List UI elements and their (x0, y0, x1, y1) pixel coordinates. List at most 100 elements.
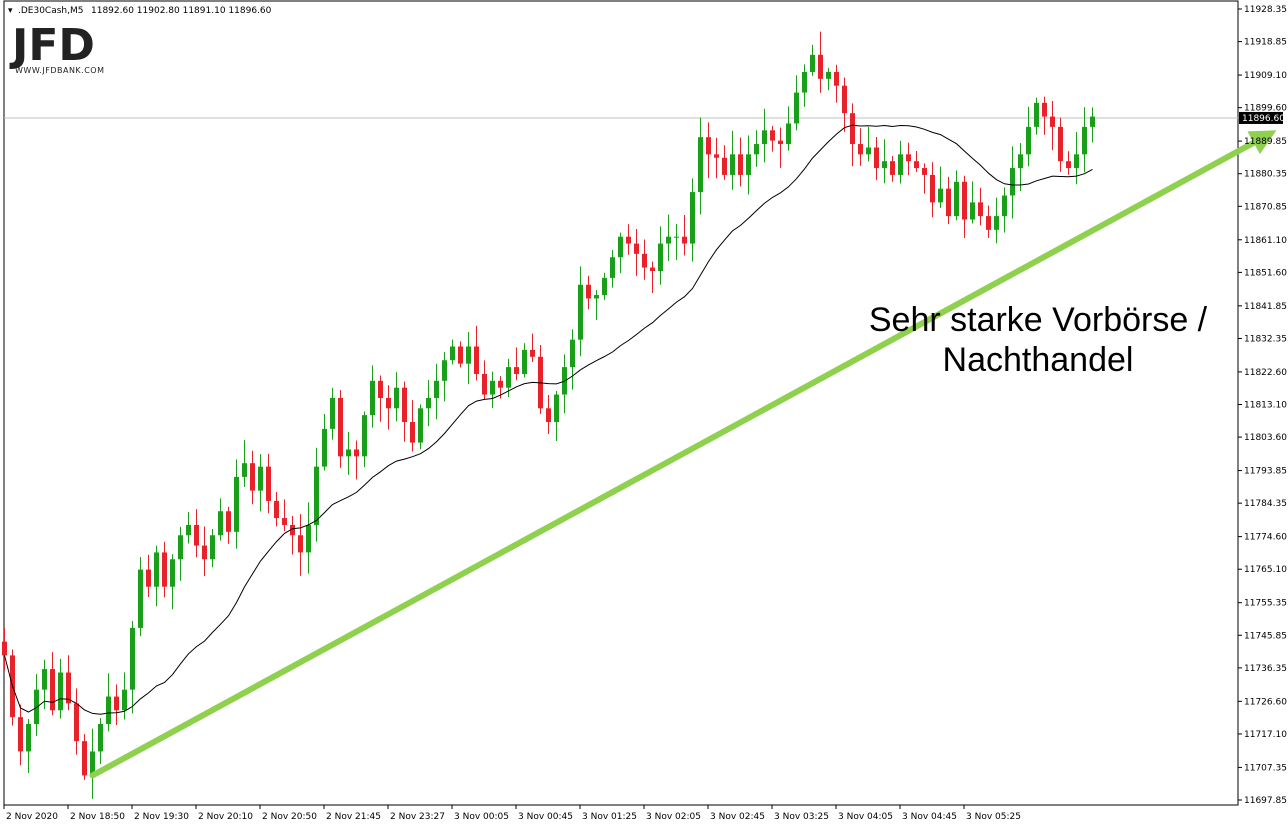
svg-text:11896.60: 11896.60 (1242, 114, 1285, 124)
trend-arrow-shaft (89, 139, 1257, 779)
candle-body (866, 147, 871, 155)
candle-body (354, 449, 359, 457)
candle-body (202, 545, 207, 560)
x-tick-label: 3 Nov 01:25 (582, 812, 637, 822)
candle-body (858, 144, 863, 155)
candle-body (1002, 195, 1007, 217)
candle-body (106, 696, 111, 724)
candle-body (594, 295, 599, 299)
candle-body (706, 137, 711, 155)
y-tick-label: 11784.35 (1244, 499, 1287, 509)
y-tick-label: 11851.60 (1244, 268, 1287, 278)
candle-body (930, 174, 935, 203)
candle-body (314, 466, 319, 525)
candle-body (642, 253, 647, 268)
candle-body (826, 71, 831, 79)
candle-body (890, 161, 895, 175)
candle-body (658, 243, 663, 272)
y-tick-label: 11918.85 (1244, 38, 1287, 48)
moving-average-line (4, 124, 1093, 715)
plot-area (3, 0, 1239, 806)
candles (2, 31, 1095, 799)
header-menu-icon[interactable]: ▾ (8, 6, 13, 16)
candle-body (1074, 154, 1079, 169)
candle-body (554, 394, 559, 423)
candle-body (506, 367, 511, 388)
y-tick-label: 11717.10 (1244, 730, 1287, 740)
x-tick-label: 2 Nov 2020 (6, 812, 58, 822)
candle-body (898, 154, 903, 175)
candle-body (218, 511, 223, 536)
y-tick-label: 11899.60 (1244, 104, 1287, 114)
candle-body (90, 751, 95, 776)
candle-body (618, 236, 623, 258)
y-tick-label: 11870.85 (1244, 202, 1287, 212)
y-tick-label: 11726.60 (1244, 697, 1287, 707)
candle-body (650, 267, 655, 272)
x-tick-label: 3 Nov 02:45 (710, 812, 765, 822)
y-tick-label: 11880.35 (1244, 170, 1287, 180)
candle-body (338, 397, 343, 457)
candle-body (546, 408, 551, 423)
y-tick-label: 11736.35 (1244, 664, 1287, 674)
candle-body (330, 397, 335, 429)
x-tick-label: 3 Nov 00:05 (454, 812, 509, 822)
candle-body (514, 367, 519, 374)
candle-body (818, 54, 823, 79)
candle-body (1090, 116, 1095, 127)
x-tick-label: 2 Nov 18:50 (70, 812, 125, 822)
candle-body (154, 552, 159, 587)
candle-body (234, 476, 239, 532)
header-symbol: .DE30Cash,M5 (18, 6, 83, 16)
candle-body (570, 339, 575, 368)
candle-body (402, 387, 407, 423)
candle-body (522, 349, 527, 374)
candle-body (442, 360, 447, 381)
candle-body (50, 669, 55, 711)
candle-body (954, 181, 959, 217)
candle-body (1050, 116, 1055, 127)
x-tick-label: 2 Nov 19:30 (134, 812, 189, 822)
candle-body (194, 524, 199, 546)
candle-body (586, 284, 591, 299)
candle-body (370, 380, 375, 416)
candle-body (2, 641, 7, 656)
candle-body (530, 349, 535, 357)
candle-body (666, 236, 671, 244)
x-tick-label: 2 Nov 20:50 (262, 812, 317, 822)
candle-body (322, 428, 327, 467)
svg-text:JFD: JFD (9, 20, 95, 71)
candle-body (122, 689, 127, 711)
candle-body (1066, 161, 1071, 169)
candle-body (1058, 126, 1063, 162)
candle-body (474, 346, 479, 374)
candle-body (274, 500, 279, 519)
candle-body (490, 380, 495, 395)
candle-body (138, 569, 143, 628)
candle-body (378, 380, 383, 398)
x-axis: 2 Nov 2020 2 Nov 18:50 2 Nov 19:30 2 Nov 20… (3, 805, 1021, 822)
candle-body (466, 346, 471, 364)
header-ohlc: 11892.60 11902.80 11891.10 11896.60 (91, 6, 272, 16)
y-axis: 11928.35 11918.85 11909.10 11899.60 11889.85… (1238, 5, 1287, 806)
y-tick-label: 11765.10 (1244, 565, 1287, 575)
candle-body (98, 723, 103, 752)
candle-body (410, 422, 415, 443)
candle-body (266, 466, 271, 501)
candle-body (210, 535, 215, 560)
candle-body (1042, 102, 1047, 117)
candle-body (74, 703, 79, 742)
candle-body (450, 346, 455, 361)
candle-body (250, 463, 255, 491)
x-tick-label: 3 Nov 03:25 (774, 812, 829, 822)
current-price-tag: 11896.60 (1239, 111, 1285, 124)
candle-body (746, 154, 751, 175)
candle-body (290, 524, 295, 536)
candle-body (1010, 168, 1015, 196)
y-tick-label: 11697.85 (1244, 796, 1287, 806)
candle-body (834, 71, 839, 86)
candle-body (962, 181, 967, 220)
trend-arrow (89, 130, 1277, 779)
annotation-line-2: Nachthandel (943, 341, 1134, 379)
